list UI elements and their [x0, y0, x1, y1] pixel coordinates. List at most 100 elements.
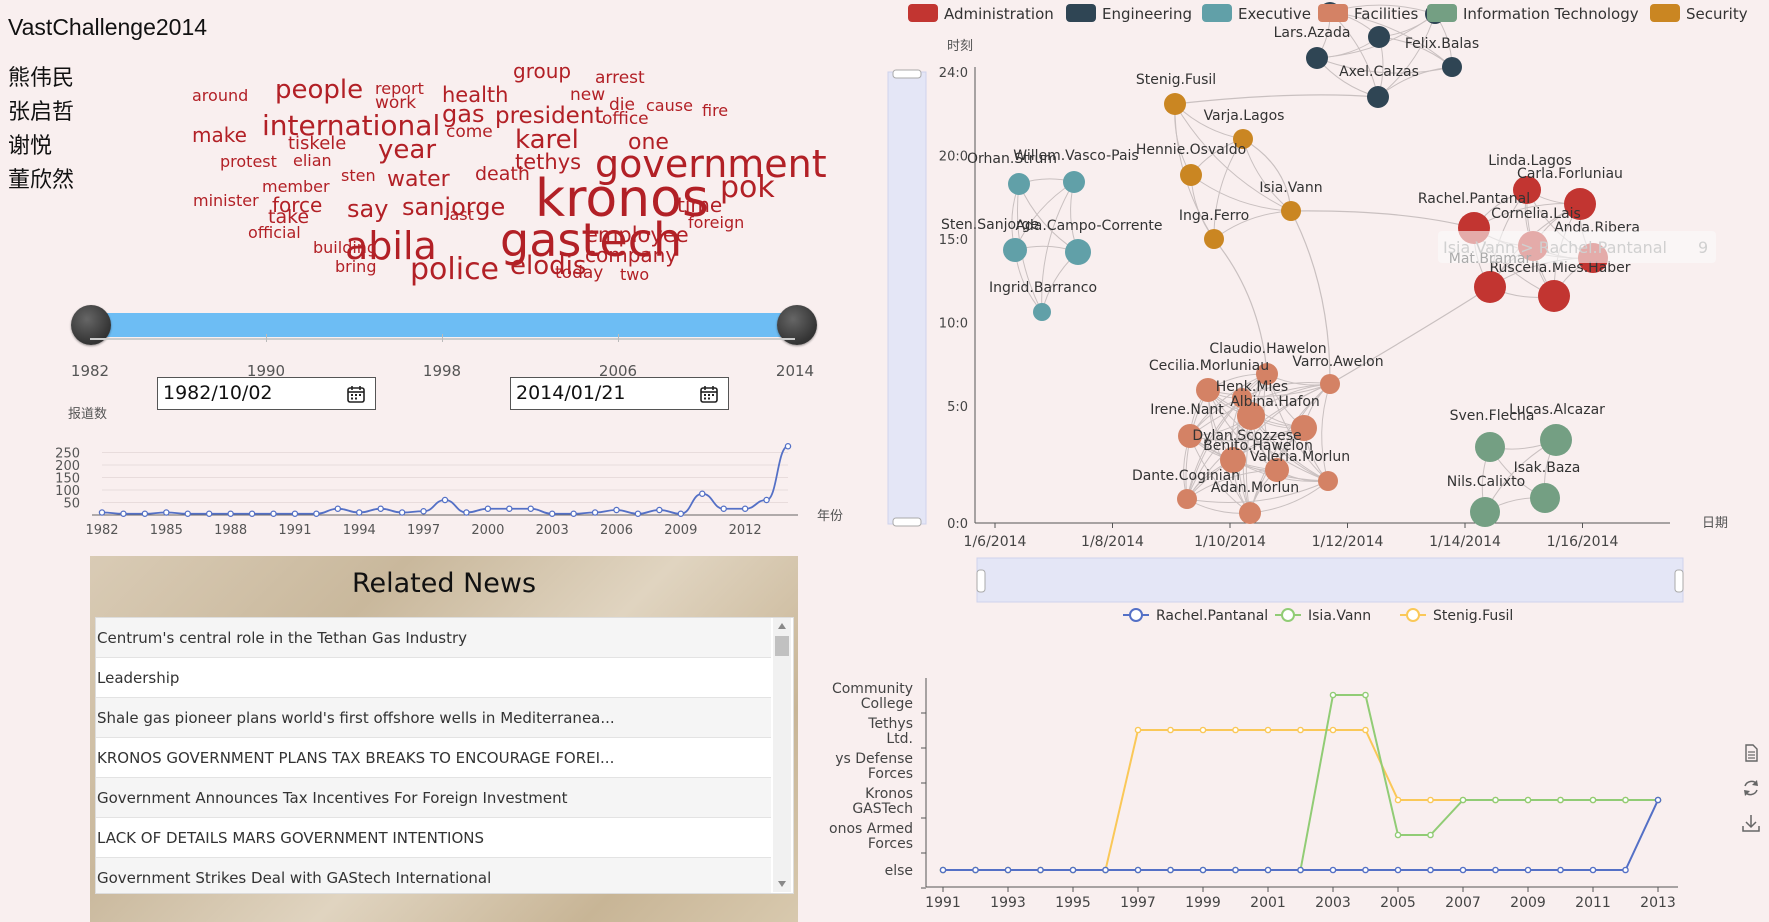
career-data-point[interactable]	[1362, 726, 1369, 734]
network-node[interactable]	[1564, 188, 1596, 220]
network-node[interactable]	[1474, 271, 1506, 303]
network-node[interactable]	[1540, 424, 1572, 456]
word-cloud-word[interactable]: police	[410, 252, 500, 287]
career-data-point[interactable]	[1232, 866, 1239, 874]
data-point[interactable]	[784, 443, 792, 450]
word-cloud-word[interactable]: gas	[442, 100, 485, 128]
network-node[interactable]	[1256, 363, 1278, 385]
career-data-point[interactable]	[1329, 726, 1337, 734]
word-cloud-word[interactable]: official	[248, 223, 301, 242]
data-point[interactable]	[591, 509, 599, 516]
career-data-point[interactable]	[1394, 866, 1402, 874]
career-data-point[interactable]	[1297, 726, 1304, 734]
word-cloud-word[interactable]: force	[272, 193, 323, 217]
career-data-point[interactable]	[972, 866, 979, 874]
network-node[interactable]	[1063, 171, 1085, 193]
network-node[interactable]	[1470, 497, 1500, 527]
network-node[interactable]	[1318, 471, 1338, 491]
network-node[interactable]	[1538, 280, 1570, 312]
career-data-point[interactable]	[1654, 796, 1662, 804]
data-point[interactable]	[613, 506, 620, 514]
word-cloud-word[interactable]: building	[313, 238, 378, 257]
word-cloud-word[interactable]: last	[445, 205, 474, 224]
word-cloud-word[interactable]: death	[475, 163, 530, 185]
news-item[interactable]: Government Announces Tax Incentives For …	[96, 778, 771, 818]
word-cloud-word[interactable]: health	[442, 83, 509, 107]
network-node[interactable]	[1065, 239, 1091, 265]
career-data-point[interactable]	[1232, 726, 1239, 734]
career-data-point[interactable]	[1199, 866, 1207, 874]
network-node[interactable]	[1220, 447, 1246, 473]
data-point[interactable]	[270, 510, 277, 518]
word-cloud-word[interactable]: bring	[335, 257, 377, 276]
career-data-point[interactable]	[1134, 866, 1142, 874]
data-point[interactable]	[184, 510, 191, 518]
word-cloud-word[interactable]: work	[375, 93, 417, 113]
word-cloud-word[interactable]: make	[192, 123, 247, 147]
word-cloud-word[interactable]: kronos	[535, 169, 710, 229]
career-data-point[interactable]	[1459, 796, 1467, 804]
calendar-icon[interactable]	[700, 385, 718, 403]
data-point[interactable]	[506, 505, 513, 513]
data-point[interactable]	[634, 510, 642, 518]
career-data-point[interactable]	[1264, 726, 1272, 734]
word-cloud-word[interactable]: sten	[341, 166, 376, 185]
career-data-point[interactable]	[1427, 866, 1434, 874]
network-node[interactable]	[1513, 176, 1541, 204]
career-data-point[interactable]	[1589, 796, 1597, 804]
career-data-point[interactable]	[1199, 726, 1207, 734]
news-item[interactable]: Shale gas pioneer plans world's first of…	[96, 698, 771, 738]
data-point[interactable]	[677, 510, 685, 518]
network-node[interactable]	[1164, 93, 1186, 115]
word-cloud-word[interactable]: tiskele	[288, 133, 347, 154]
career-data-point[interactable]	[1167, 866, 1174, 874]
word-cloud-word[interactable]: gastech	[500, 213, 683, 267]
career-data-point[interactable]	[1427, 796, 1434, 804]
data-point[interactable]	[141, 510, 149, 518]
career-data-point[interactable]	[1069, 866, 1077, 874]
department-legend-item[interactable]: Facilities	[1318, 4, 1418, 23]
career-data-point[interactable]	[1004, 866, 1012, 874]
career-data-point[interactable]	[1394, 796, 1402, 804]
network-node[interactable]	[1530, 483, 1560, 513]
word-cloud-word[interactable]: fire	[702, 101, 729, 120]
word-cloud-word[interactable]: die	[609, 95, 635, 115]
word-cloud-word[interactable]: karel	[515, 125, 579, 155]
network-node[interactable]	[1177, 489, 1197, 509]
department-legend-item[interactable]: Administration	[908, 4, 1054, 23]
career-data-point[interactable]	[1329, 691, 1337, 699]
vertical-zoom-handle-bottom[interactable]	[892, 517, 922, 527]
news-item[interactable]: Leadership	[96, 658, 771, 698]
word-cloud-word[interactable]: sanjorge	[402, 193, 506, 221]
network-node[interactable]	[1233, 129, 1253, 149]
calendar-icon[interactable]	[347, 385, 365, 403]
career-data-point[interactable]	[939, 866, 947, 874]
data-point[interactable]	[334, 505, 342, 513]
word-cloud-word[interactable]: say	[347, 195, 389, 223]
word-cloud-word[interactable]: abila	[345, 224, 437, 268]
word-cloud-word[interactable]: pok	[720, 170, 775, 205]
word-cloud-word[interactable]: people	[275, 75, 364, 105]
data-point[interactable]	[227, 510, 234, 518]
data-point[interactable]	[484, 505, 492, 513]
career-data-point[interactable]	[1524, 866, 1532, 874]
career-data-point[interactable]	[1557, 866, 1564, 874]
data-point[interactable]	[163, 509, 170, 516]
horizontal-zoom-handle-left[interactable]	[976, 569, 986, 593]
word-cloud-word[interactable]: time	[677, 193, 723, 217]
network-node[interactable]	[1320, 374, 1340, 394]
network-node[interactable]	[1180, 164, 1202, 186]
career-data-point[interactable]	[1492, 866, 1499, 874]
career-data-point[interactable]	[1524, 796, 1532, 804]
word-cloud-word[interactable]: come	[446, 122, 493, 142]
save-image-icon[interactable]	[1741, 813, 1761, 833]
word-cloud-word[interactable]: group	[513, 59, 572, 83]
data-point[interactable]	[398, 509, 406, 516]
word-cloud-word[interactable]: arrest	[595, 68, 645, 88]
career-data-point[interactable]	[1264, 866, 1272, 874]
network-node[interactable]	[1003, 238, 1027, 262]
career-data-point[interactable]	[1329, 866, 1337, 874]
network-node[interactable]	[1265, 458, 1289, 482]
data-point[interactable]	[377, 505, 384, 513]
network-node[interactable]	[1367, 86, 1389, 108]
